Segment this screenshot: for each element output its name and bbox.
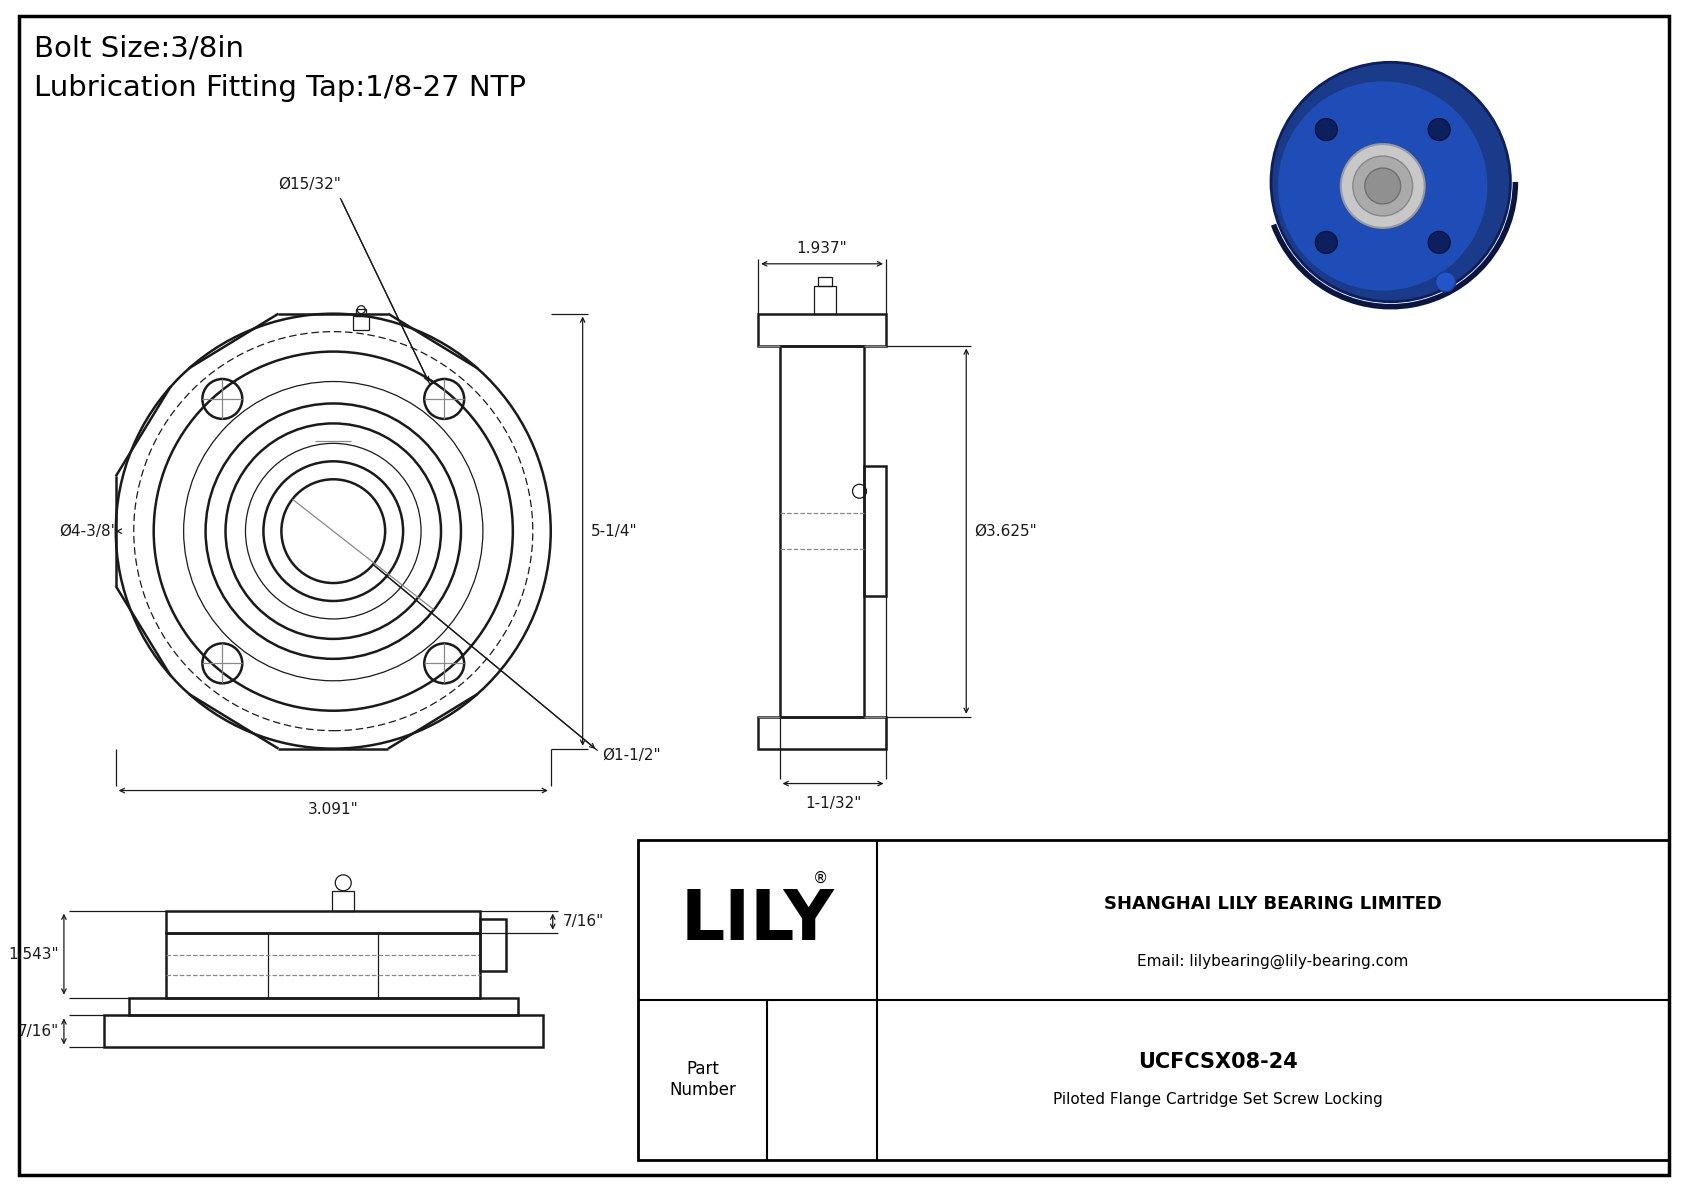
Text: Lubrication Fitting Tap:1/8-27 NTP: Lubrication Fitting Tap:1/8-27 NTP xyxy=(34,74,525,102)
Text: Ø4-3/8": Ø4-3/8" xyxy=(59,524,118,538)
Text: ®: ® xyxy=(812,871,829,886)
Bar xyxy=(167,911,480,933)
Bar xyxy=(167,933,480,998)
Bar xyxy=(354,316,369,330)
Text: Bolt Size:3/8in: Bolt Size:3/8in xyxy=(34,35,244,62)
Text: Ø3.625": Ø3.625" xyxy=(975,524,1037,538)
Bar xyxy=(818,276,832,286)
Circle shape xyxy=(1428,231,1450,254)
Circle shape xyxy=(1364,168,1401,204)
Text: LILY: LILY xyxy=(680,887,834,954)
Bar xyxy=(332,891,354,911)
Text: 5-1/4": 5-1/4" xyxy=(591,524,637,538)
Text: 7/16": 7/16" xyxy=(562,915,605,929)
Bar xyxy=(104,1016,542,1047)
Text: Piloted Flange Cartridge Set Screw Locking: Piloted Flange Cartridge Set Screw Locki… xyxy=(1052,1092,1383,1108)
Text: 1.543": 1.543" xyxy=(8,947,59,961)
Circle shape xyxy=(1271,62,1511,301)
Circle shape xyxy=(1315,119,1337,141)
Text: Email: lilybearing@lily-bearing.com: Email: lilybearing@lily-bearing.com xyxy=(1137,954,1410,969)
Text: Part
Number: Part Number xyxy=(669,1060,736,1099)
Text: UCFCSX08-24: UCFCSX08-24 xyxy=(1138,1052,1298,1072)
Circle shape xyxy=(1428,119,1450,141)
Circle shape xyxy=(1278,81,1489,292)
Bar xyxy=(638,841,1669,1160)
Bar xyxy=(128,998,517,1016)
Text: 7/16": 7/16" xyxy=(19,1024,59,1039)
Bar xyxy=(357,308,365,316)
Bar xyxy=(758,717,886,749)
Text: 3.091": 3.091" xyxy=(308,803,359,817)
Bar xyxy=(758,313,886,345)
Text: SHANGHAI LILY BEARING LIMITED: SHANGHAI LILY BEARING LIMITED xyxy=(1105,896,1442,913)
Bar xyxy=(864,467,886,596)
Bar xyxy=(480,919,507,971)
Circle shape xyxy=(1352,156,1413,216)
Circle shape xyxy=(1315,231,1337,254)
Circle shape xyxy=(1340,144,1425,227)
Text: 1.937": 1.937" xyxy=(797,241,847,256)
Text: Ø15/32": Ø15/32" xyxy=(278,177,342,192)
Circle shape xyxy=(1435,272,1455,292)
Bar xyxy=(780,345,864,717)
Text: 1-1/32": 1-1/32" xyxy=(805,796,861,811)
Bar xyxy=(813,286,835,313)
Text: Ø1-1/2": Ø1-1/2" xyxy=(603,748,662,763)
